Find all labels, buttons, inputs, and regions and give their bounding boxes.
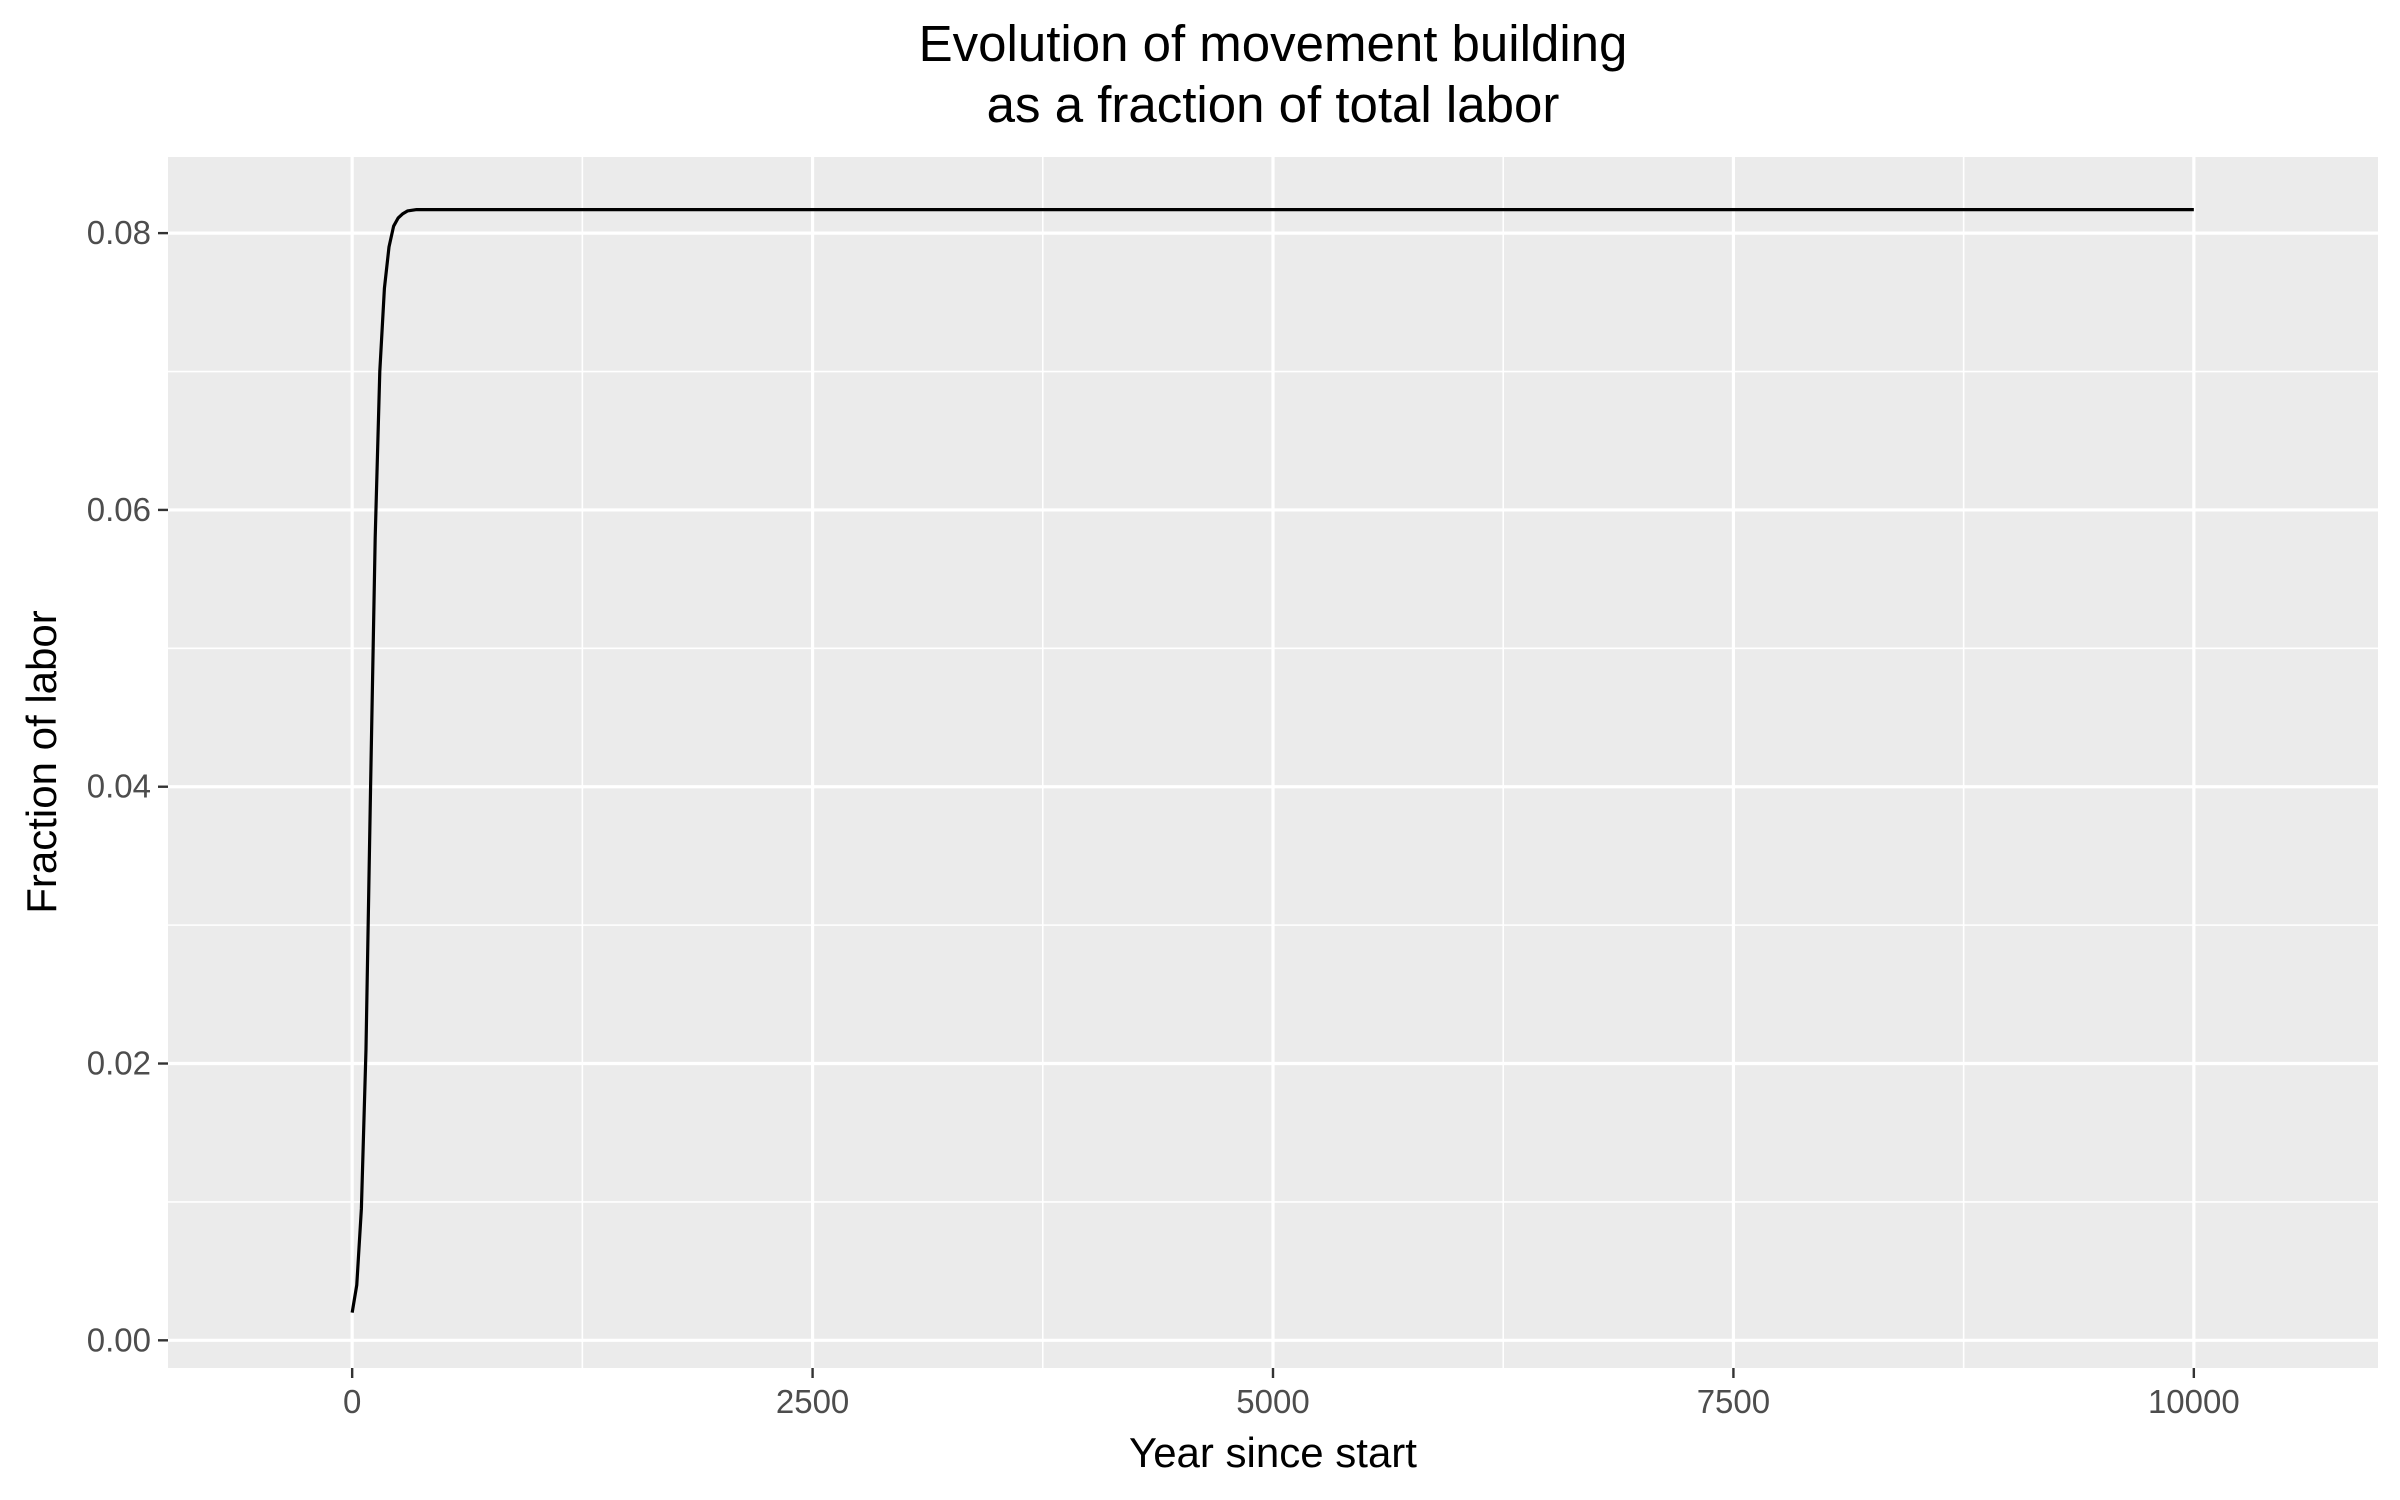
y-tick-label: 0.08 [87,214,151,251]
y-tick-label: 0.00 [87,1321,151,1358]
x-tick-label: 2500 [776,1383,849,1420]
chart-title-line-1: Evolution of movement building [919,15,1628,72]
y-axis-title: Fraction of labor [18,610,65,913]
x-tick-label: 5000 [1236,1383,1309,1420]
x-axis: 0 2500 5000 7500 10000 [343,1368,2240,1420]
chart-title-line-2: as a fraction of total labor [987,76,1560,133]
major-gridlines [168,157,2378,1368]
series-line [350,207,2194,1313]
y-tick-label: 0.06 [87,491,151,528]
series-layer [350,207,2194,1313]
y-axis: 0.00 0.02 0.04 0.06 0.08 [87,214,168,1358]
chart-title: Evolution of movement building as a frac… [919,15,1628,133]
y-tick-label: 0.04 [87,768,151,805]
x-tick-label: 10000 [2148,1383,2240,1420]
y-tick-label: 0.02 [87,1045,151,1082]
x-tick-label: 7500 [1697,1383,1770,1420]
x-tick-label: 0 [343,1383,361,1420]
x-axis-title: Year since start [1129,1429,1417,1476]
